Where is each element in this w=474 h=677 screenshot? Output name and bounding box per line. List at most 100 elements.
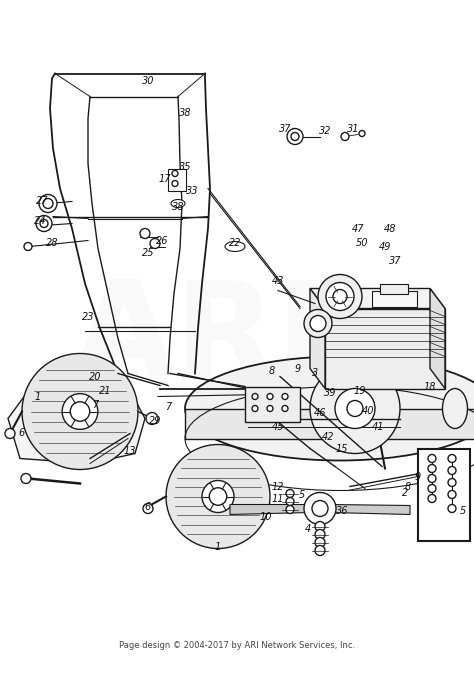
Text: 47: 47: [352, 223, 364, 234]
Circle shape: [21, 473, 31, 483]
Circle shape: [291, 133, 299, 141]
Text: 1: 1: [35, 391, 41, 401]
Text: 7: 7: [165, 401, 171, 412]
Text: 49: 49: [379, 242, 391, 251]
Circle shape: [166, 445, 270, 548]
Circle shape: [202, 481, 234, 512]
Circle shape: [326, 282, 354, 311]
Ellipse shape: [225, 242, 245, 251]
Circle shape: [310, 364, 400, 454]
Text: 3: 3: [312, 368, 318, 378]
Text: 29: 29: [149, 416, 161, 426]
Circle shape: [172, 171, 178, 177]
Text: 10: 10: [260, 512, 272, 521]
Bar: [372, 290, 417, 307]
Circle shape: [267, 406, 273, 412]
Circle shape: [252, 406, 258, 412]
Text: 24: 24: [34, 217, 46, 227]
Circle shape: [286, 506, 294, 513]
Circle shape: [140, 229, 150, 238]
Text: 2: 2: [402, 489, 408, 498]
Text: 38: 38: [172, 202, 184, 211]
Circle shape: [62, 393, 98, 429]
Circle shape: [40, 219, 48, 227]
Circle shape: [252, 393, 258, 399]
Text: 5: 5: [299, 491, 305, 500]
Circle shape: [43, 198, 53, 209]
Polygon shape: [230, 504, 310, 515]
Circle shape: [448, 491, 456, 498]
Circle shape: [286, 498, 294, 506]
Circle shape: [359, 131, 365, 137]
Text: 33: 33: [186, 185, 198, 196]
Circle shape: [172, 181, 178, 186]
Text: 25: 25: [142, 248, 154, 259]
Bar: [418, 448, 470, 540]
Text: 37: 37: [279, 123, 291, 133]
Text: 35: 35: [179, 162, 191, 171]
Text: 39: 39: [324, 389, 336, 399]
Circle shape: [282, 406, 288, 412]
Circle shape: [428, 454, 436, 462]
Ellipse shape: [171, 200, 185, 207]
Text: 42: 42: [322, 431, 334, 441]
Circle shape: [70, 401, 90, 421]
Text: 30: 30: [142, 76, 154, 85]
Text: 8: 8: [269, 366, 275, 376]
Text: 22: 22: [229, 238, 241, 248]
Circle shape: [24, 242, 32, 250]
Bar: [380, 284, 408, 294]
Circle shape: [448, 454, 456, 462]
Text: 20: 20: [89, 372, 101, 382]
Text: 17: 17: [159, 173, 171, 183]
Circle shape: [315, 521, 325, 531]
Bar: [245, 387, 300, 422]
Text: 6: 6: [19, 429, 25, 439]
Text: 41: 41: [372, 422, 384, 431]
Text: 11: 11: [272, 494, 284, 504]
Circle shape: [318, 274, 362, 318]
Text: 23: 23: [82, 311, 94, 322]
Text: 13: 13: [124, 445, 136, 456]
Text: 8: 8: [405, 481, 411, 492]
Text: 31: 31: [347, 123, 359, 133]
Text: ARI: ARI: [73, 275, 326, 402]
Text: 18: 18: [424, 382, 436, 391]
Circle shape: [39, 194, 57, 213]
Circle shape: [448, 504, 456, 512]
Circle shape: [448, 466, 456, 475]
Circle shape: [335, 389, 375, 429]
Text: 12: 12: [272, 481, 284, 492]
Text: 6: 6: [145, 502, 151, 512]
Ellipse shape: [443, 389, 467, 429]
Circle shape: [428, 475, 436, 483]
Circle shape: [22, 353, 138, 470]
Text: 27: 27: [36, 196, 48, 206]
Text: 46: 46: [314, 408, 326, 418]
Circle shape: [448, 479, 456, 487]
Circle shape: [209, 487, 227, 505]
Text: 9: 9: [415, 471, 421, 481]
Circle shape: [282, 393, 288, 399]
Polygon shape: [8, 383, 145, 464]
Circle shape: [5, 429, 15, 439]
Circle shape: [36, 215, 52, 232]
Text: Page design © 2004-2017 by ARI Network Services, Inc.: Page design © 2004-2017 by ARI Network S…: [119, 642, 355, 651]
Circle shape: [315, 538, 325, 548]
Text: 32: 32: [319, 127, 331, 137]
Text: 19: 19: [354, 385, 366, 395]
Polygon shape: [310, 288, 325, 389]
Text: 15: 15: [336, 443, 348, 454]
Circle shape: [341, 133, 349, 141]
Polygon shape: [430, 288, 445, 389]
Text: 48: 48: [384, 223, 396, 234]
Circle shape: [428, 485, 436, 492]
Circle shape: [315, 529, 325, 540]
Text: 37: 37: [389, 255, 401, 265]
Text: 21: 21: [99, 385, 111, 395]
Polygon shape: [330, 504, 410, 515]
Circle shape: [304, 309, 332, 338]
Polygon shape: [310, 288, 445, 309]
Circle shape: [428, 464, 436, 473]
Text: 43: 43: [272, 276, 284, 286]
